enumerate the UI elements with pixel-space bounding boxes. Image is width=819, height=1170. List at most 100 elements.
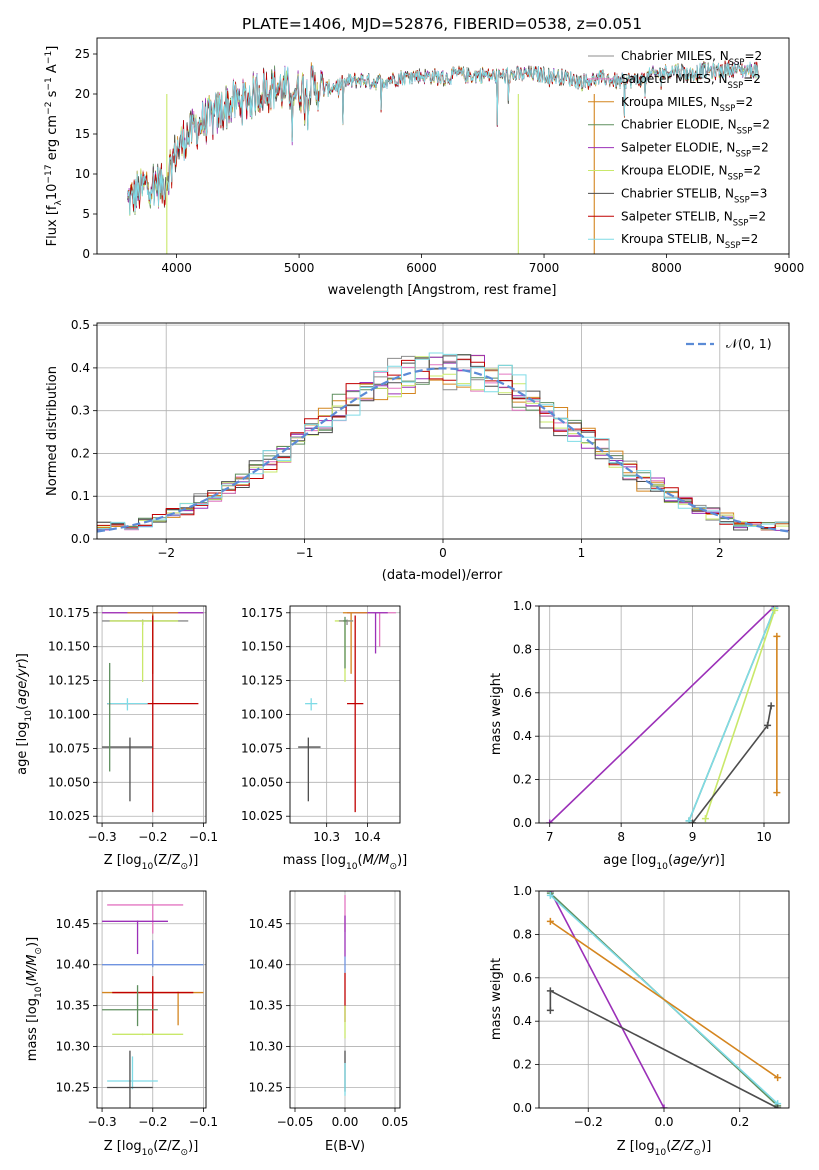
axes-frame	[96, 890, 207, 1109]
y-axis-label: Normed distribution	[45, 366, 60, 496]
y-tick-label: 10.125	[48, 674, 90, 688]
y-tick-label: 10.100	[48, 708, 90, 722]
y-tick-label: 10.025	[241, 809, 283, 823]
y-tick-label: 10.050	[241, 775, 283, 789]
label-part: Salpeter MILES, N	[621, 72, 728, 86]
y-tick-label: 10.150	[241, 640, 283, 654]
plus-marker	[771, 606, 779, 614]
label-part: Kroupa STELIB, N	[621, 232, 725, 246]
label-part: 10	[142, 1148, 154, 1158]
label-part: )]	[701, 1139, 711, 1154]
y-tick-label: 10.100	[241, 708, 283, 722]
label-part: =2	[744, 49, 762, 63]
x-tick-label: 0.0	[654, 1115, 673, 1129]
label-part: Z [log	[104, 853, 142, 868]
weight-line	[549, 920, 779, 1079]
y-tick-label: 10.25	[249, 1081, 283, 1095]
label-part: age [log	[15, 722, 30, 775]
label-part: ⊙	[34, 947, 44, 955]
axes-frame	[289, 890, 401, 1109]
label-part: =3	[750, 186, 768, 200]
y-axis-label: age [log10(age/yr)]	[15, 653, 34, 775]
label-part: )]	[397, 853, 407, 868]
label-part: −1	[44, 77, 54, 90]
label-part: 10	[142, 862, 154, 872]
y-tick-label: 0.2	[513, 1058, 532, 1072]
label-part: 10	[655, 1148, 667, 1158]
label-part: SSP	[737, 126, 753, 136]
label-part: erg cm	[45, 115, 60, 164]
plus-marker	[546, 1006, 554, 1014]
x-axis-label: E(B-V)	[325, 1139, 365, 1154]
label-part: 10	[24, 710, 34, 722]
label-part: ⊙	[181, 862, 189, 872]
label-part: ⊙	[389, 862, 397, 872]
label-part: A	[45, 64, 60, 77]
label-part: SSP	[720, 103, 736, 113]
label-part: Z [log	[104, 1139, 142, 1154]
label-part: Salpeter ELODIE, N	[621, 141, 735, 155]
legend-label: Salpeter MILES, NSSP=2	[621, 72, 761, 90]
label-part: =2	[741, 232, 759, 246]
plus-marker	[685, 817, 693, 823]
weight-line	[704, 610, 776, 819]
x-tick-label: −0.2	[138, 830, 167, 844]
label-part: mass [log	[283, 853, 346, 868]
x-axis-label: (data-model)/error	[382, 568, 503, 583]
y-tick-label: 15	[75, 127, 90, 141]
x-tick-label: 10	[756, 830, 771, 844]
y-tick-label: 0.2	[71, 446, 90, 460]
axes-frame	[538, 890, 790, 1109]
gaussian-curve	[97, 367, 789, 533]
label-part: )]	[188, 1139, 198, 1154]
label-part: Z [log	[617, 1139, 655, 1154]
plot-area	[102, 904, 204, 1108]
x-tick-label: −0.3	[87, 830, 116, 844]
y-tick-label: 0.6	[513, 971, 532, 985]
legend-label: Kroupa MILES, NSSP=2	[621, 95, 753, 113]
label-part: SSP	[728, 80, 744, 90]
x-tick-label: 10.4	[354, 830, 381, 844]
axes-age_vs_mass: 10.3 10.4 10.025 10.050 10.075 10.100 10.125 10…	[241, 605, 407, 872]
x-tick-label: −0.2	[138, 1115, 167, 1129]
y-tick-label: 0.0	[513, 816, 532, 830]
y-tick-label: 0	[82, 247, 90, 261]
x-tick-label: 6000	[406, 261, 437, 275]
x-tick-label: 5000	[284, 261, 315, 275]
plot-area	[127, 60, 759, 254]
plus-marker	[767, 702, 775, 710]
y-axis-label: mass weight	[489, 673, 504, 755]
plus-marker	[546, 917, 554, 925]
label-part: (Z/Z	[153, 853, 180, 868]
label-part: =2	[735, 95, 753, 109]
y-tick-label: 10.175	[48, 606, 90, 620]
y-tick-label: 10.40	[249, 958, 283, 972]
y-tick-label: 0.6	[513, 686, 532, 700]
y-tick-label: 1.0	[513, 884, 532, 898]
y-tick-label: 10.30	[56, 1040, 90, 1054]
label-part: Chabrier STELIB, N	[621, 186, 734, 200]
x-tick-label: −0.05	[277, 1115, 314, 1129]
y-tick-label: 0.2	[513, 773, 532, 787]
x-tick-label: 8000	[651, 261, 682, 275]
axes-residuals: −2 −1 0 1 2 0.0 0.1 0.2 0.3 0.4 0.5 𝒩(0, 1) (data-mo…	[45, 318, 790, 583]
x-tick-label: 9	[689, 830, 697, 844]
y-axis-label: mass weight	[489, 958, 504, 1040]
label-part: (	[668, 853, 673, 868]
x-tick-label: 7	[546, 830, 554, 844]
x-tick-label: 7000	[529, 261, 560, 275]
y-axis-label: Flux [fλ10−17 erg cm−2 s−1 A−1]	[44, 46, 64, 247]
weight-line	[691, 705, 772, 823]
plus-marker	[546, 819, 554, 823]
label-part: )]	[25, 937, 40, 947]
y-tick-label: 10.075	[48, 741, 90, 755]
y-tick-label: 10	[75, 167, 90, 181]
y-tick-label: 10.40	[56, 958, 90, 972]
x-tick-label: −0.2	[574, 1115, 603, 1129]
legend-label: Chabrier STELIB, NSSP=3	[621, 186, 767, 204]
label-part: age/yr	[673, 853, 716, 868]
label-part: (	[25, 981, 40, 986]
